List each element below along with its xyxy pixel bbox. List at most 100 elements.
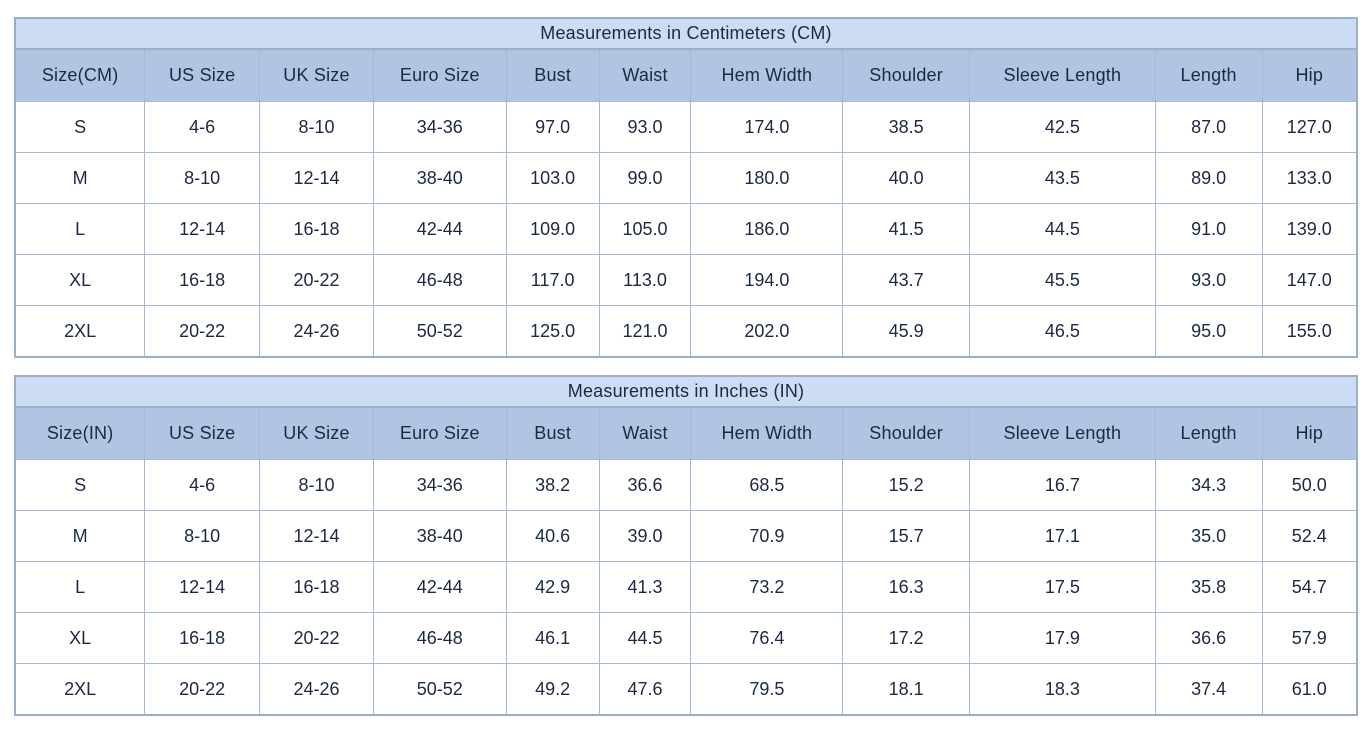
measurement-cell: 20-22 — [259, 612, 374, 664]
measurements-in-table: Measurements in Inches (IN) Size(IN) US Si… — [14, 375, 1358, 716]
measurement-cell: 43.7 — [842, 254, 971, 306]
measurement-cell: 103.0 — [505, 152, 600, 204]
measurement-cell: 147.0 — [1261, 254, 1358, 306]
table-title-row: Measurements in Inches (IN) — [15, 376, 1357, 408]
measurement-cell: 4-6 — [144, 101, 261, 153]
measurement-cell: 91.0 — [1154, 203, 1263, 255]
column-header: US Size — [144, 406, 261, 460]
measurement-cell: 73.2 — [690, 561, 844, 613]
measurement-cell: 38.5 — [842, 101, 971, 153]
measurement-cell: 16.7 — [969, 459, 1156, 511]
column-header: UK Size — [259, 406, 374, 460]
measurement-cell: 49.2 — [505, 663, 600, 716]
measurement-cell: 8-10 — [259, 101, 374, 153]
measurement-cell: 34-36 — [372, 459, 507, 511]
size-label-cell: L — [14, 203, 146, 255]
table-title: Measurements in Centimeters (CM) — [15, 18, 1357, 50]
column-header: Hem Width — [690, 406, 844, 460]
measurement-cell: 17.9 — [969, 612, 1156, 664]
table-title: Measurements in Inches (IN) — [15, 376, 1357, 408]
measurement-cell: 20-22 — [144, 663, 261, 716]
measurement-cell: 139.0 — [1261, 203, 1358, 255]
measurement-cell: 47.6 — [598, 663, 692, 716]
measurement-cell: 194.0 — [690, 254, 844, 306]
column-header: Size(CM) — [14, 48, 146, 102]
measurement-cell: 4-6 — [144, 459, 261, 511]
measurement-cell: 16.3 — [842, 561, 971, 613]
measurement-cell: 20-22 — [144, 305, 261, 358]
measurement-cell: 46.5 — [969, 305, 1156, 358]
measurement-cell: 109.0 — [505, 203, 600, 255]
measurement-cell: 36.6 — [598, 459, 692, 511]
column-header: Waist — [598, 406, 692, 460]
measurement-cell: 121.0 — [598, 305, 692, 358]
measurement-cell: 117.0 — [505, 254, 600, 306]
measurement-cell: 45.5 — [969, 254, 1156, 306]
measurement-cell: 46-48 — [372, 612, 507, 664]
measurement-cell: 70.9 — [690, 510, 844, 562]
column-header: Length — [1154, 48, 1263, 102]
column-header: Sleeve Length — [969, 406, 1156, 460]
measurement-cell: 42.9 — [505, 561, 600, 613]
size-label-cell: S — [14, 459, 146, 511]
measurement-cell: 12-14 — [144, 203, 261, 255]
measurement-cell: 42-44 — [372, 203, 507, 255]
measurement-cell: 36.6 — [1154, 612, 1263, 664]
measurements-cm-table: Measurements in Centimeters (CM) Size(CM)… — [14, 17, 1358, 358]
measurement-cell: 180.0 — [690, 152, 844, 204]
measurement-cell: 50-52 — [372, 663, 507, 716]
column-header: Size(IN) — [14, 406, 146, 460]
measurement-cell: 44.5 — [969, 203, 1156, 255]
measurement-cell: 54.7 — [1261, 561, 1358, 613]
table-row: L 12-14 16-18 42-44 109.0 105.0 186.0 41.5 44.5 9… — [14, 203, 1358, 255]
measurement-cell: 113.0 — [598, 254, 692, 306]
measurement-cell: 8-10 — [259, 459, 374, 511]
size-label-cell: M — [14, 152, 146, 204]
measurement-cell: 133.0 — [1261, 152, 1358, 204]
measurement-cell: 16-18 — [144, 612, 261, 664]
column-header-row: Size(IN) US Size UK Size Euro Size Bust Waist… — [14, 406, 1358, 460]
measurement-cell: 12-14 — [144, 561, 261, 613]
table-title-row: Measurements in Centimeters (CM) — [15, 18, 1357, 50]
measurement-cell: 155.0 — [1261, 305, 1358, 358]
column-header: Shoulder — [842, 48, 971, 102]
measurement-cell: 99.0 — [598, 152, 692, 204]
measurement-cell: 17.2 — [842, 612, 971, 664]
measurement-cell: 87.0 — [1154, 101, 1263, 153]
size-label-cell: XL — [14, 254, 146, 306]
column-header: Length — [1154, 406, 1263, 460]
measurement-cell: 12-14 — [259, 152, 374, 204]
size-label-cell: XL — [14, 612, 146, 664]
table-row: S 4-6 8-10 34-36 38.2 36.6 68.5 15.2 16.7 34.3 50.… — [14, 459, 1358, 511]
table-row: M 8-10 12-14 38-40 40.6 39.0 70.9 15.7 17.1 35.0 5… — [14, 510, 1358, 562]
measurement-cell: 125.0 — [505, 305, 600, 358]
measurement-cell: 57.9 — [1261, 612, 1358, 664]
measurement-cell: 16-18 — [144, 254, 261, 306]
measurement-cell: 50.0 — [1261, 459, 1358, 511]
measurement-cell: 186.0 — [690, 203, 844, 255]
measurement-cell: 38.2 — [505, 459, 600, 511]
measurement-cell: 95.0 — [1154, 305, 1263, 358]
measurement-cell: 46.1 — [505, 612, 600, 664]
column-header: Hip — [1261, 406, 1358, 460]
column-header: US Size — [144, 48, 261, 102]
measurement-cell: 35.8 — [1154, 561, 1263, 613]
measurement-cell: 15.7 — [842, 510, 971, 562]
table-row: XL 16-18 20-22 46-48 46.1 44.5 76.4 17.2 17.9 36.… — [14, 612, 1358, 664]
measurement-cell: 41.3 — [598, 561, 692, 613]
measurement-cell: 35.0 — [1154, 510, 1263, 562]
table-row: M 8-10 12-14 38-40 103.0 99.0 180.0 40.0 43.5 89.… — [14, 152, 1358, 204]
table-row: 2XL 20-22 24-26 50-52 125.0 121.0 202.0 45.9 46.… — [14, 305, 1358, 358]
measurement-cell: 8-10 — [144, 152, 261, 204]
measurement-cell: 42.5 — [969, 101, 1156, 153]
column-header: UK Size — [259, 48, 374, 102]
size-label-cell: M — [14, 510, 146, 562]
table-row: S 4-6 8-10 34-36 97.0 93.0 174.0 38.5 42.5 87.0 12… — [14, 101, 1358, 153]
measurement-cell: 24-26 — [259, 663, 374, 716]
measurement-cell: 16-18 — [259, 203, 374, 255]
measurement-cell: 17.5 — [969, 561, 1156, 613]
measurement-cell: 15.2 — [842, 459, 971, 511]
measurement-cell: 97.0 — [505, 101, 600, 153]
column-header: Waist — [598, 48, 692, 102]
column-header-row: Size(CM) US Size UK Size Euro Size Bust Waist… — [14, 48, 1358, 102]
